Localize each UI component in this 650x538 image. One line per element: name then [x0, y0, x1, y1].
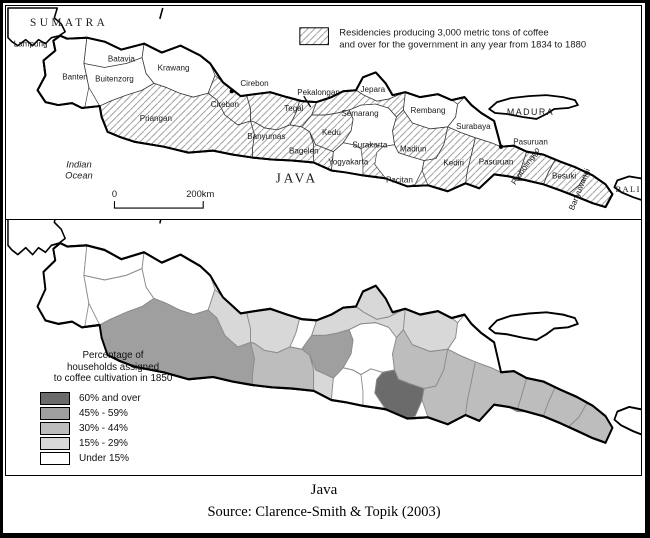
label-surabaya: Surabaya [456, 122, 491, 131]
sumatra-coast-tick [159, 220, 162, 224]
landmass-madura [488, 311, 579, 341]
bottom-map-panel: Percentage of households assigned to cof… [5, 219, 642, 476]
legend-label-under15: Under 15% [79, 452, 130, 464]
java-coast-restroke [36, 241, 614, 444]
label-indian-ocean-1: Indian [66, 159, 91, 169]
region-pacitan-white [374, 144, 425, 187]
label-cirebon-city: Cirebon [240, 79, 268, 88]
label-tegal: Tegal [284, 104, 304, 113]
legend-item-45-59: 45% - 59% [40, 406, 224, 421]
choropleth-legend-rows: 60% and over 45% - 59% 30% - 44% 15% - 2… [40, 391, 224, 466]
legend-item-15-29: 15% - 29% [40, 436, 224, 451]
label-kediri: Kediri [443, 158, 464, 167]
legend-swatch-45 [40, 406, 70, 420]
legend-item-under-15: Under 15% [40, 451, 224, 466]
legend-label-45: 45% - 59% [79, 407, 128, 419]
legend-title-line2: households assigned [66, 361, 160, 373]
label-besuki: Besuki [552, 171, 576, 180]
landmass-sumatra-tip [7, 220, 66, 256]
label-banten: Banten [62, 72, 88, 81]
scale-bar [113, 201, 204, 209]
figure-caption: Java Source: Clarence-Smith & Topik (200… [3, 482, 645, 521]
choropleth-legend-title: Percentage of households assigned to cof… [24, 350, 202, 385]
label-pasuruan-city: Pasuruan [513, 138, 548, 147]
label-java: JAVA [276, 170, 318, 185]
legend-swatch-15 [40, 436, 70, 450]
label-madura: MADURA [507, 107, 554, 117]
legend-label-60: 60% and over [79, 392, 141, 404]
label-semarang: Semarang [341, 109, 378, 118]
label-indian-ocean-2: Ocean [65, 170, 93, 180]
label-pasuruan-region: Pasuruan [479, 157, 514, 166]
legend-title-line3: to coffee cultivation in 1850 [53, 373, 173, 384]
landmass-madura [488, 94, 579, 120]
shaded-residencies [37, 242, 613, 444]
label-krawang: Krawang [158, 63, 190, 72]
legend-item-60-and-over: 60% and over [40, 391, 224, 406]
legend-label-15: 15% - 29% [79, 437, 128, 449]
label-lampung: Lampung [14, 40, 48, 49]
label-surakarta: Surakarta [352, 141, 388, 150]
region-surakarta-white [343, 104, 397, 149]
label-banyumas: Banyumas [247, 132, 285, 141]
landmass-sumatra-tip [7, 7, 66, 47]
pasuruan-city-dot [498, 144, 504, 149]
label-rembang: Rembang [411, 106, 446, 115]
legend-title-line1: Percentage of [82, 350, 144, 361]
label-yogyakarta: Yogyakarta [328, 157, 369, 166]
landmass-bali [613, 405, 641, 436]
java-coast-restroke [36, 34, 614, 209]
legend-swatch-60 [40, 391, 70, 405]
top-map-svg: SUMATRA Lampung Banten Batavia Buitenzor… [7, 7, 641, 212]
label-bagelen: Bagelen [289, 147, 319, 156]
bottom-map-svg [7, 220, 641, 444]
hatch-legend-line1: Residencies producing 3,000 metric tons … [339, 28, 548, 39]
label-buitenzorg: Buitenzorg [95, 74, 134, 83]
label-cirebon-region: Cirebon [211, 100, 239, 109]
hatch-legend-line2: and over for the government in any year … [339, 40, 586, 51]
caption-title: Java [310, 482, 338, 498]
label-batavia: Batavia [108, 54, 135, 63]
legend-swatch-under15 [40, 451, 70, 465]
pekalongan-coast-tick [303, 95, 312, 108]
sumatra-coast-tick [159, 7, 164, 20]
label-bali: BALI [615, 185, 640, 194]
landmass-bali [613, 175, 641, 201]
region-yogyakarta-white [331, 142, 363, 176]
choropleth-legend: Percentage of households assigned to cof… [24, 350, 224, 466]
scale-bar-start: 0 [112, 189, 117, 199]
hatch-legend-swatch [299, 27, 329, 46]
legend-swatch-30 [40, 421, 70, 435]
top-map-panel: SUMATRA Lampung Banten Batavia Buitenzor… [5, 5, 642, 220]
legend-label-30: 30% - 44% [79, 422, 128, 434]
legend-item-30-44: 30% - 44% [40, 421, 224, 436]
caption-source: Source: Clarence-Smith & Topik (2003) [207, 504, 441, 520]
label-sumatra: SUMATRA [30, 17, 108, 29]
scale-bar-end: 200km [186, 189, 214, 199]
label-pekalongan: Pekalongan [297, 88, 340, 97]
label-kedu: Kedu [322, 128, 341, 137]
label-jepara: Jepara [360, 85, 385, 94]
cirebon-city-dot [229, 89, 234, 94]
label-madiun: Madiun [400, 145, 426, 154]
label-pacitan: Pacitan [386, 175, 413, 184]
label-priangan: Priangan [140, 114, 172, 123]
